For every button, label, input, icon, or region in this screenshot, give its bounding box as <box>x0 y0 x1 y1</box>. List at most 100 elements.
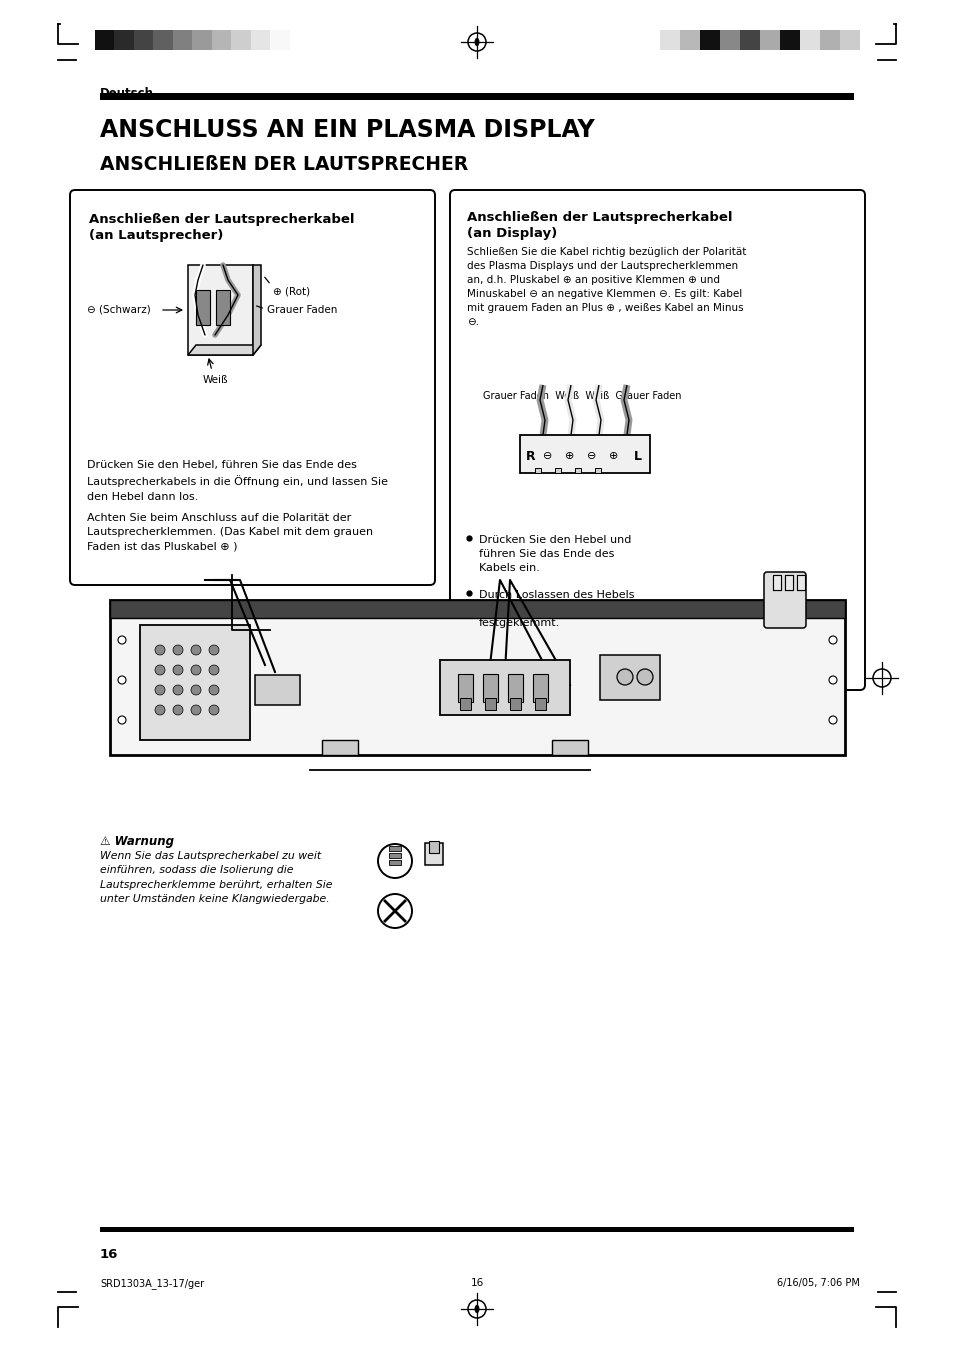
Text: ⚠ Warnung: ⚠ Warnung <box>100 835 173 848</box>
Bar <box>114 30 133 50</box>
Bar <box>780 30 800 50</box>
Circle shape <box>209 665 219 676</box>
Bar <box>188 265 253 355</box>
Bar <box>215 290 230 326</box>
Bar <box>100 1227 853 1232</box>
Bar <box>110 600 844 617</box>
Bar <box>193 30 212 50</box>
Bar <box>133 30 153 50</box>
Bar <box>552 740 587 755</box>
Bar <box>212 30 232 50</box>
Circle shape <box>118 676 126 684</box>
Text: Durch Loslassen des Hebels
wird das Lautsprecherkabel
festgeklemmt.: Durch Loslassen des Hebels wird das Laut… <box>478 590 634 628</box>
Text: ⊖: ⊖ <box>587 451 596 461</box>
Text: 6/16/05, 7:06 PM: 6/16/05, 7:06 PM <box>777 1278 859 1288</box>
Bar <box>195 290 210 326</box>
Bar <box>820 30 840 50</box>
Bar <box>575 467 580 473</box>
FancyBboxPatch shape <box>763 571 805 628</box>
Circle shape <box>154 644 165 655</box>
Bar <box>760 30 780 50</box>
Text: Weiß: Weiß <box>202 376 228 385</box>
Bar <box>251 30 271 50</box>
Bar <box>510 698 520 711</box>
Bar <box>535 467 540 473</box>
Circle shape <box>209 685 219 694</box>
Circle shape <box>154 685 165 694</box>
Circle shape <box>209 705 219 715</box>
Bar <box>595 467 600 473</box>
Ellipse shape <box>475 1305 478 1313</box>
Ellipse shape <box>475 38 478 46</box>
Bar <box>429 842 438 852</box>
Bar <box>424 843 442 865</box>
Bar <box>232 30 251 50</box>
Text: SRD1303A_13-17/ger: SRD1303A_13-17/ger <box>100 1278 204 1289</box>
Bar <box>800 30 820 50</box>
Bar <box>459 698 471 711</box>
Bar <box>172 30 193 50</box>
FancyBboxPatch shape <box>450 190 864 690</box>
Text: ⊖ (Schwarz): ⊖ (Schwarz) <box>87 305 151 315</box>
Circle shape <box>191 665 201 676</box>
Bar <box>784 576 792 590</box>
Bar <box>533 674 547 703</box>
Bar <box>700 30 720 50</box>
Bar <box>679 30 700 50</box>
Circle shape <box>172 685 183 694</box>
Bar <box>439 661 569 715</box>
Circle shape <box>118 716 126 724</box>
Bar <box>482 674 497 703</box>
Text: ⊖: ⊖ <box>543 451 552 461</box>
Bar <box>153 30 172 50</box>
Text: ANSCHLUSS AN EIN PLASMA DISPLAY: ANSCHLUSS AN EIN PLASMA DISPLAY <box>100 118 594 142</box>
Circle shape <box>637 669 652 685</box>
Circle shape <box>191 644 201 655</box>
Bar <box>555 467 560 473</box>
Circle shape <box>828 636 836 644</box>
Text: ⊕: ⊕ <box>609 451 618 461</box>
Circle shape <box>191 705 201 715</box>
Bar <box>740 30 760 50</box>
Text: L: L <box>634 450 641 462</box>
Bar <box>484 698 496 711</box>
Circle shape <box>828 676 836 684</box>
Bar <box>110 600 844 755</box>
Text: Anschließen der Lautsprecherkabel: Anschließen der Lautsprecherkabel <box>467 211 732 224</box>
Bar <box>271 30 290 50</box>
Bar <box>659 30 679 50</box>
Circle shape <box>172 644 183 655</box>
Bar <box>772 576 781 590</box>
Circle shape <box>172 665 183 676</box>
Text: Wenn Sie das Lautsprecherkabel zu weit
einführen, sodass die Isolierung die
Laut: Wenn Sie das Lautsprecherkabel zu weit e… <box>100 851 333 904</box>
Text: Achten Sie beim Anschluss auf die Polarität der
Lautsprecherklemmen. (Das Kabel : Achten Sie beim Anschluss auf die Polari… <box>87 513 373 551</box>
Bar <box>796 576 804 590</box>
Polygon shape <box>253 265 261 355</box>
Bar <box>140 626 250 740</box>
Bar <box>95 30 114 50</box>
Text: ⊕: ⊕ <box>565 451 574 461</box>
Circle shape <box>617 669 633 685</box>
Bar <box>720 30 740 50</box>
Circle shape <box>828 716 836 724</box>
Text: Deutsch: Deutsch <box>100 86 153 100</box>
Text: (an Lautsprecher): (an Lautsprecher) <box>89 230 223 242</box>
Bar <box>322 740 357 755</box>
Text: ⊕ (Rot): ⊕ (Rot) <box>273 286 310 297</box>
Text: Grauer Faden  Weiß  Weiß  Grauer Faden: Grauer Faden Weiß Weiß Grauer Faden <box>482 390 680 401</box>
Text: Schließen Sie die Kabel richtig bezüglich der Polarität
des Plasma Displays und : Schließen Sie die Kabel richtig bezüglic… <box>467 247 745 327</box>
Bar <box>389 861 400 865</box>
Polygon shape <box>188 345 261 355</box>
Text: ANSCHLIEßEN DER LAUTSPRECHER: ANSCHLIEßEN DER LAUTSPRECHER <box>100 155 468 174</box>
Circle shape <box>118 636 126 644</box>
Circle shape <box>191 685 201 694</box>
Text: Drücken Sie den Hebel, führen Sie das Ende des
Lautsprecherkabels in die Öffnung: Drücken Sie den Hebel, führen Sie das En… <box>87 459 388 501</box>
Text: Anschließen der Lautsprecherkabel: Anschließen der Lautsprecherkabel <box>89 213 355 226</box>
Bar <box>100 93 853 100</box>
Circle shape <box>172 705 183 715</box>
Bar <box>389 852 400 858</box>
Circle shape <box>154 705 165 715</box>
Bar <box>389 846 400 851</box>
Text: Drücken Sie den Hebel und
führen Sie das Ende des
Kabels ein.: Drücken Sie den Hebel und führen Sie das… <box>478 535 631 573</box>
Bar <box>254 676 299 705</box>
